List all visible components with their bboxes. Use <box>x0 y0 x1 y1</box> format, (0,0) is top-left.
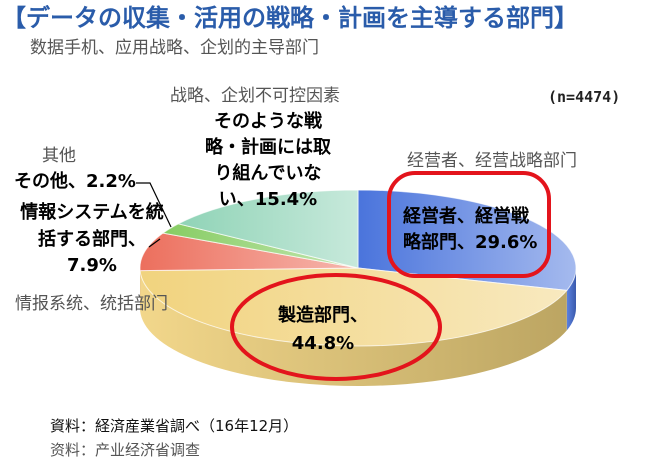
data-label-line: 製造部門、 <box>278 305 368 326</box>
pie-slice-4-top <box>176 189 359 269</box>
data-label-line: り組んでいな <box>214 163 322 184</box>
leader-line-other <box>136 182 172 228</box>
data-label-line: その他、2.2% <box>14 171 136 192</box>
data-label-management: 経営者、経営戦 略部門、29.6% <box>403 204 537 256</box>
data-label-line: 略・計画には取 <box>205 137 331 158</box>
pie-slice-1-top <box>139 267 568 347</box>
leader-line-info-system <box>148 238 161 248</box>
annotation-not-working-zh: 战略、企划不可控因素 <box>170 86 340 106</box>
sample-size-label: (n=4474) <box>548 88 621 106</box>
source-note-japanese: 資料：経済産業省調べ（16年12月） <box>50 417 299 435</box>
annotation-info-system-zh: 情报系统、统括部门 <box>15 294 168 314</box>
chart-subtitle: 数据手机、应用战略、企划的主导部门 <box>30 38 319 58</box>
pie-slice-1-side <box>140 270 567 387</box>
data-label-line: い、15.4% <box>218 189 318 210</box>
pie-top-faces <box>139 189 577 347</box>
data-label-line: そのような戦 <box>214 111 322 132</box>
highlight-box-management <box>387 171 551 278</box>
annotation-management-zh: 经营者、经营战略部门 <box>407 151 577 171</box>
data-label-line: 7.9% <box>67 255 117 276</box>
pie-slice-0-top <box>357 189 577 291</box>
data-label-info-system: 情報システムを統 括する部門、 7.9% <box>12 200 172 280</box>
annotation-other-zh: 其他 <box>42 146 76 166</box>
data-label-not-working: そのような戦 略・計画には取 り組んでいな い、15.4% <box>178 109 358 213</box>
data-label-line: 括する部門、 <box>38 228 146 250</box>
highlight-ellipse-manufacturing <box>230 273 442 381</box>
data-label-other: その他、2.2% <box>14 171 136 193</box>
pie-slice-0-side <box>566 268 576 331</box>
data-label-line: 経営者、経営戦 <box>403 206 529 227</box>
pie-side-walls <box>139 268 576 387</box>
source-note-chinese: 资料：产业经济省调查 <box>50 441 201 459</box>
data-label-line: 情報システムを統 <box>20 202 164 223</box>
chart-title: 【データの収集・活用の戦略・計画を主導する部門】 <box>2 4 578 32</box>
pie-slice-2-top <box>139 232 359 272</box>
data-label-manufacturing: 製造部門、 44.8% <box>243 302 403 358</box>
data-label-line: 略部門、29.6% <box>403 232 538 253</box>
data-label-line: 44.8% <box>291 333 355 354</box>
